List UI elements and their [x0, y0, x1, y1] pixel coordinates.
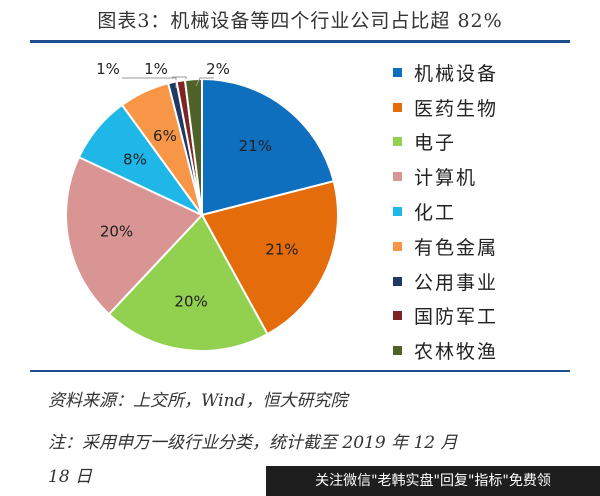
slice-label: 8% — [123, 151, 147, 169]
legend-label: 国防军工 — [414, 306, 499, 329]
legend-label: 农林牧渔 — [414, 341, 499, 364]
legend-label: 医药生物 — [414, 97, 499, 120]
slice-label: 2% — [206, 60, 230, 78]
legend-swatch — [393, 102, 402, 112]
legend-swatch — [393, 346, 402, 356]
legend: 机械设备 医药生物 电子 计算机 化工 有色金属 公用事业 国防军工 农林牧渔 — [393, 55, 498, 368]
legend-item: 医药生物 — [393, 90, 498, 125]
legend-item: 计算机 — [393, 159, 498, 194]
pie-slice — [183, 77, 203, 216]
legend-item: 国防军工 — [393, 299, 498, 334]
slice-label: 21% — [239, 137, 272, 155]
chart-title: 图表3：机械设备等四个行业公司占比超 82% — [97, 10, 503, 32]
watermark-banner: 关注微信"老韩实盘"回复"指标"免费领 — [266, 466, 600, 496]
legend-label: 机械设备 — [414, 62, 499, 85]
pie-slice — [201, 77, 335, 217]
legend-swatch — [393, 241, 402, 251]
pie-slice — [200, 179, 339, 336]
legend-swatch — [393, 276, 402, 286]
pie-chart: 21% 21% 20% 20% 8% 6% 1% 1% 2% — [65, 60, 339, 352]
footnote-line-1: 注：采用申万一级行业分类，统计截至 2019 年 12 月 — [48, 433, 458, 453]
legend-swatch — [393, 137, 402, 147]
legend-label: 计算机 — [414, 167, 478, 190]
legend-item: 农林牧渔 — [393, 333, 498, 368]
slice-label: 1% — [144, 60, 168, 78]
legend-swatch — [393, 311, 402, 321]
legend-item: 电子 — [393, 125, 498, 160]
footnote-line-2: 18 日 — [48, 467, 93, 487]
slice-label: 21% — [265, 241, 298, 259]
legend-label: 电子 — [414, 132, 457, 155]
slice-label: 1% — [96, 60, 120, 78]
leader-line — [122, 77, 177, 88]
source-note: 资料来源：上交所，Wind，恒大研究院 — [48, 391, 348, 411]
footer-rule — [30, 370, 570, 372]
pie-slice — [65, 155, 204, 316]
slice-label: 20% — [174, 292, 207, 310]
legend-swatch — [393, 207, 402, 217]
legend-item: 机械设备 — [393, 55, 498, 90]
legend-swatch — [393, 67, 402, 77]
legend-label: 公用事业 — [414, 271, 499, 294]
legend-item: 有色金属 — [393, 229, 498, 264]
pie-slice — [107, 213, 269, 352]
legend-swatch — [393, 172, 402, 182]
legend-label: 有色金属 — [414, 236, 499, 259]
legend-item: 化工 — [393, 194, 498, 229]
legend-item: 公用事业 — [393, 264, 498, 299]
legend-label: 化工 — [414, 202, 457, 225]
leader-line — [195, 77, 214, 87]
slice-label: 6% — [153, 127, 177, 145]
slice-label: 20% — [100, 222, 133, 240]
title-rule — [30, 40, 570, 43]
